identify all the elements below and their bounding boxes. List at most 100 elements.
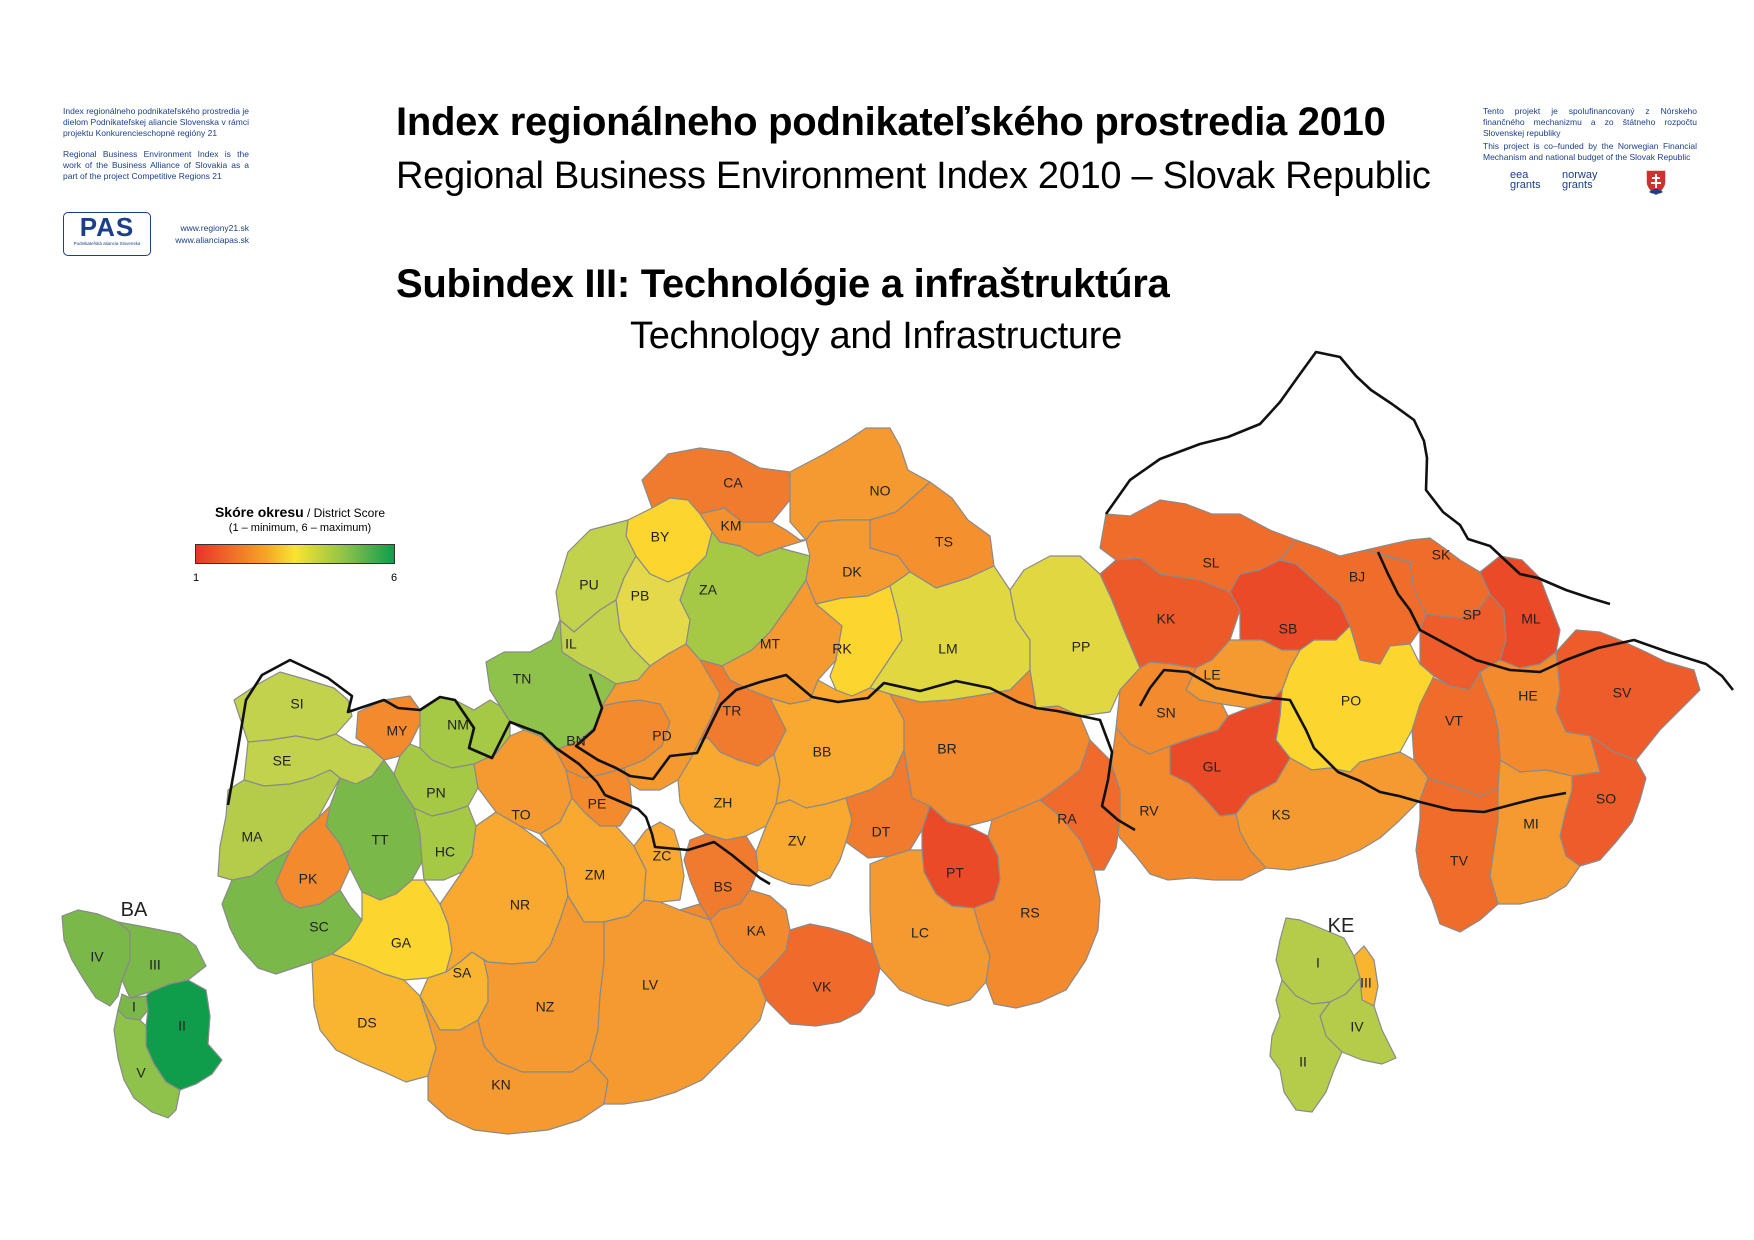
district-label-ds: DS [357,1015,376,1031]
district-label-lm: LM [938,641,957,657]
legend-max: 6 [391,572,398,584]
legend-title-sk: Skóre okresu [214,504,304,520]
district-label-si: SI [290,696,303,712]
district-label-by: BY [651,529,670,545]
district-label-rv: RV [1139,803,1159,819]
district-label-km: KM [721,518,742,534]
slovak-coat-of-arms-icon [1645,169,1667,197]
norway-grants-logo: norway grants [1562,169,1598,191]
district-tv[interactable] [1415,777,1499,933]
links-block: www.regiony21.sk www.alianciapas.sk [160,222,249,246]
district-label-ml: ML [1521,611,1541,627]
district-label-ka: KA [747,923,766,939]
district-label-ba-v: V [136,1065,146,1081]
district-label-dt: DT [872,824,891,840]
subindex-subtitle: Technology and Infrastructure [630,315,1122,357]
district-label-vk: VK [813,979,832,995]
district-pe[interactable] [565,767,633,827]
district-label-sk: SK [1432,547,1451,563]
district-label-ba-iv: IV [90,949,104,965]
district-label-bb: BB [813,744,832,760]
funding-note-en: This project is co–funded by the Norwegi… [1483,141,1697,162]
district-label-to: TO [511,807,530,823]
district-label-nz: NZ [536,999,555,1015]
district-label-ke-i: I [1316,955,1320,971]
district-label-za: ZA [699,582,718,598]
district-label-ke-iii: III [1360,975,1372,991]
district-label-le: LE [1203,667,1220,683]
district-label-vt: VT [1445,713,1463,729]
project-note-left: Index regionálneho podnikateľského prost… [63,106,249,192]
district-label-sa: SA [453,965,472,981]
district-label-pb: PB [631,588,650,604]
pas-logo: PAS Podnikateľská aliancia Slovenska [63,212,151,256]
district-label-tv: TV [1450,853,1469,869]
district-label-tr: TR [723,703,742,719]
district-label-ks: KS [1272,807,1291,823]
district-label-he: HE [1518,688,1537,704]
district-label-bs: BS [714,879,733,895]
district-label-tt: TT [371,832,389,848]
legend-title: Skóre okresu / District Score [170,504,430,520]
district-label-bn: BN [566,733,585,749]
link-alianciapas[interactable]: www.alianciapas.sk [175,235,249,245]
project-note-right: Tento projekt je spolufinancovaný z Nórs… [1483,106,1697,165]
district-label-sn: SN [1156,705,1175,721]
district-ke-ii[interactable] [1269,979,1343,1113]
district-label-pn: PN [426,785,445,801]
link-regiony21[interactable]: www.regiony21.sk [180,223,249,233]
district-label-il: IL [565,636,577,652]
pas-logo-subtext: Podnikateľská aliancia Slovenska [73,241,141,246]
district-label-mt: MT [760,636,781,652]
district-label-pp: PP [1072,639,1091,655]
inset-title-ba: BA [121,899,148,921]
inset-title-ke: KE [1328,915,1355,937]
district-label-pt: PT [946,865,964,881]
district-label-br: BR [937,741,956,757]
district-label-sb: SB [1279,621,1298,637]
district-label-mi: MI [1523,816,1539,832]
district-label-ga: GA [391,935,412,951]
legend-min: 1 [193,572,200,584]
district-ba-ii[interactable] [145,979,223,1091]
district-label-bj: BJ [1349,569,1365,585]
subindex-title: Subindex III: Technológie a infraštruktú… [396,262,1170,306]
district-ba-v[interactable] [113,1009,181,1119]
district-label-sv: SV [1613,685,1632,701]
funding-logos: eea grants norway grants [1510,168,1690,198]
legend-range: (1 – minimum, 6 – maximum) [228,522,372,534]
district-label-kn: KN [491,1077,510,1093]
district-label-se: SE [273,753,292,769]
district-label-ke-ii: II [1299,1054,1307,1070]
district-label-po: PO [1341,693,1361,709]
district-label-pe: PE [588,796,607,812]
district-label-ba-iii: III [149,957,161,973]
page-title: Index regionálneho podnikateľského prost… [396,100,1386,144]
district-ba-iv[interactable] [61,909,131,1007]
district-label-lv: LV [642,977,659,993]
district-label-no: NO [870,483,891,499]
district-label-lc: LC [911,925,929,941]
district-ka[interactable] [679,889,791,981]
district-label-sp: SP [1463,607,1482,623]
funding-note-sk: Tento projekt je spolufinancovaný z Nórs… [1483,106,1697,138]
district-zc[interactable] [633,821,685,903]
eea-grants-logo: eea grants [1510,169,1541,191]
legend-title-en: / District Score [307,506,386,520]
district-label-dk: DK [842,564,862,580]
district-label-my: MY [387,723,409,739]
district-label-sc: SC [309,919,328,935]
district-ml[interactable] [1479,555,1561,669]
district-rs[interactable] [973,799,1101,1009]
district-label-rk: RK [832,641,852,657]
district-label-ra: RA [1057,811,1077,827]
project-note-sk: Index regionálneho podnikateľského prost… [63,106,249,138]
district-label-zh: ZH [714,795,733,811]
district-label-sl: SL [1202,555,1219,571]
district-label-pk: PK [299,871,318,887]
district-label-so: SO [1596,791,1616,807]
project-note-en: Regional Business Environment Index is t… [63,149,249,181]
district-label-pu: PU [579,577,598,593]
pas-logo-text: PAS [79,212,135,242]
district-label-ba-i: I [132,999,136,1015]
